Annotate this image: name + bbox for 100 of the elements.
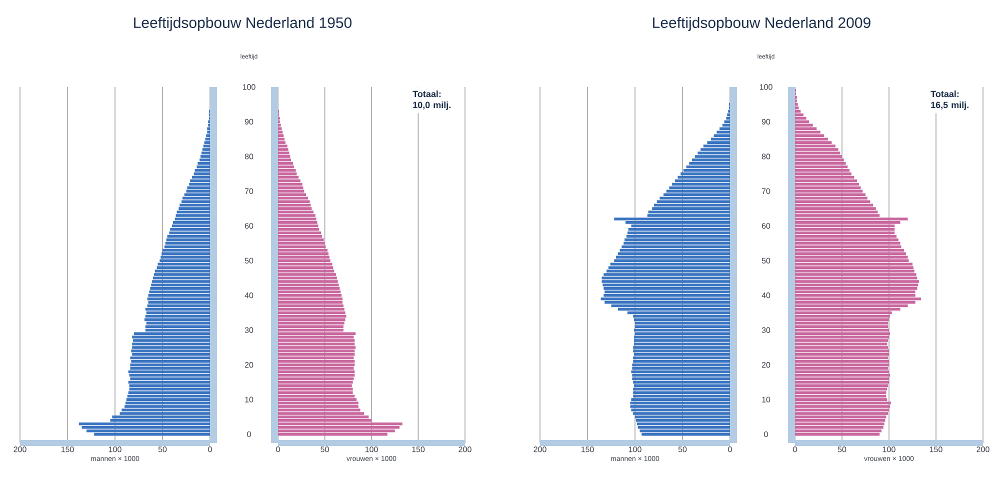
bar (133, 339, 210, 342)
bar (795, 342, 888, 346)
y-tick-label: 40 (244, 292, 254, 298)
bar (150, 287, 210, 290)
bar (278, 155, 290, 158)
bar (278, 304, 344, 308)
bar (112, 416, 210, 418)
bar (131, 350, 210, 352)
bar (174, 218, 210, 220)
bar (795, 426, 884, 429)
bar (162, 248, 210, 252)
bar (278, 224, 318, 228)
bar (278, 426, 400, 429)
bar (654, 204, 730, 206)
bar (618, 252, 730, 256)
bar (278, 308, 344, 311)
bar (278, 416, 369, 418)
bar (278, 221, 318, 224)
bar (278, 384, 352, 388)
bar (795, 346, 888, 349)
bar (124, 405, 210, 408)
bar (278, 186, 304, 190)
x-tick-label: 0 (728, 446, 732, 452)
bar (795, 231, 895, 234)
y-tick-label: 0 (247, 431, 251, 438)
bar (278, 252, 328, 256)
bar (278, 336, 354, 338)
bar (602, 276, 730, 280)
bar (795, 405, 890, 408)
bar (795, 416, 886, 418)
bar (278, 124, 281, 127)
bar (628, 228, 730, 231)
x-tick-label: 150 (930, 446, 942, 452)
bar (634, 353, 730, 356)
bar (278, 398, 357, 401)
bar (674, 179, 730, 182)
bar (278, 242, 325, 245)
bar (795, 168, 850, 172)
bar (182, 196, 210, 200)
bar (795, 270, 914, 272)
bar (795, 360, 889, 363)
bar (160, 256, 210, 259)
bar (160, 259, 210, 262)
x-tick-label: 0 (276, 446, 280, 452)
bar (278, 374, 355, 377)
bar (156, 266, 210, 269)
bar (795, 116, 806, 120)
bar (638, 426, 730, 429)
bar (614, 218, 730, 220)
bar (278, 380, 353, 384)
bar (795, 176, 854, 179)
bar (633, 412, 730, 415)
bar (636, 422, 730, 426)
bar (660, 196, 730, 200)
bar (608, 266, 730, 269)
bar (633, 360, 730, 363)
bar (151, 284, 210, 286)
bar (146, 311, 210, 314)
bar (624, 238, 730, 242)
bar (795, 273, 916, 276)
x-tick-label: 100 (628, 446, 642, 452)
bar (278, 325, 344, 328)
bar (640, 429, 730, 432)
bar (698, 152, 730, 154)
bar (795, 377, 889, 380)
y-tick-label: 100 (760, 84, 772, 90)
bar (127, 394, 210, 398)
y-tick-label: 70 (762, 188, 770, 194)
bar (795, 412, 888, 415)
bar (672, 182, 730, 186)
bar (192, 176, 210, 179)
bar (795, 388, 888, 391)
bar (795, 141, 832, 144)
bar (189, 182, 210, 186)
bar (795, 152, 840, 154)
bar (278, 273, 336, 276)
bar (278, 210, 314, 214)
bar (176, 214, 210, 217)
x-tick-label: 200 (14, 446, 26, 452)
bar (632, 374, 730, 377)
bar (148, 294, 210, 297)
bar (604, 273, 730, 276)
bar (206, 134, 210, 138)
bar (795, 363, 889, 366)
bar (656, 200, 730, 203)
bar (634, 342, 730, 346)
bar (278, 405, 358, 408)
bar (795, 134, 824, 138)
bar (278, 196, 308, 200)
bar (147, 297, 210, 300)
bar (278, 353, 355, 356)
bar (606, 270, 730, 272)
bar (278, 412, 364, 415)
bar (278, 408, 360, 412)
bar (795, 408, 889, 412)
bar (164, 245, 210, 248)
bar (200, 155, 210, 158)
bar (795, 182, 859, 186)
bar (278, 394, 355, 398)
bar (795, 318, 889, 322)
